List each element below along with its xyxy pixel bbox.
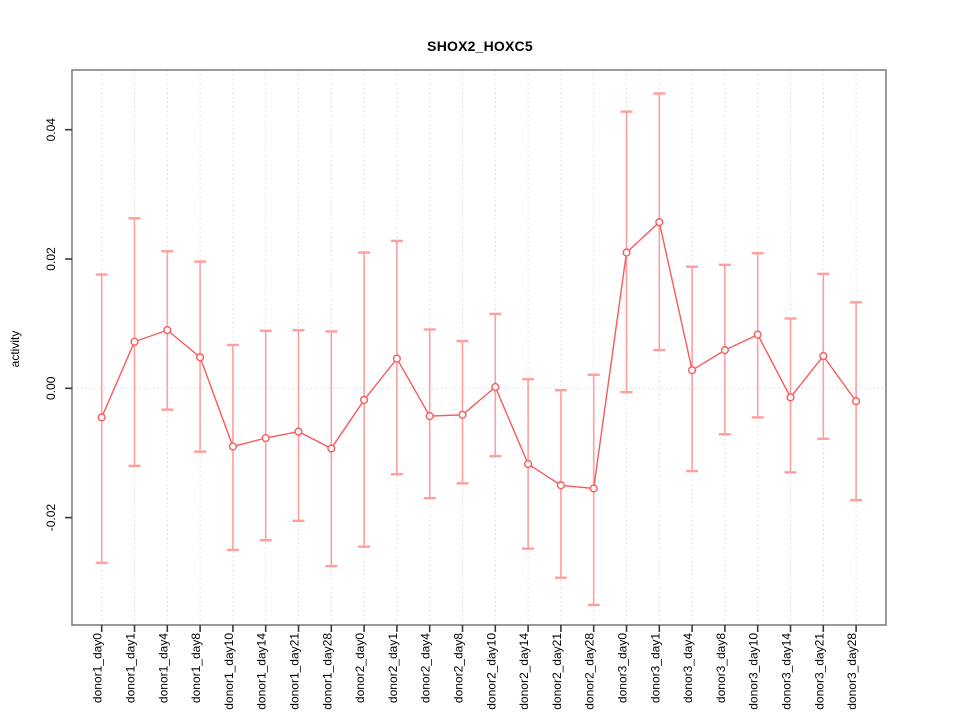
x-category-label: donor3_day28 <box>845 633 859 710</box>
x-category-label: donor3_day8 <box>714 633 728 703</box>
x-category-label: donor1_day4 <box>156 633 170 703</box>
series-line <box>101 220 857 490</box>
data-point <box>97 413 106 422</box>
data-point <box>655 218 664 227</box>
data-point <box>523 459 533 469</box>
data-point <box>720 346 730 355</box>
y-axis-label-text: activity <box>8 330 22 368</box>
data-point <box>589 484 598 493</box>
y-tick-label: -0.02 <box>44 504 58 532</box>
x-category-label: donor2_day8 <box>452 633 466 703</box>
data-point <box>622 248 631 257</box>
data-point <box>228 442 238 451</box>
x-category-label: donor2_day21 <box>550 633 564 710</box>
data-point <box>851 397 861 406</box>
data-point <box>819 351 828 361</box>
x-category-label: donor2_day28 <box>583 633 597 710</box>
x-category-label: donor1_day8 <box>189 633 203 703</box>
x-category-label: donor2_day1 <box>386 633 400 703</box>
data-point <box>130 337 139 346</box>
plot-box <box>71 69 887 626</box>
y-tick-label: 0.04 <box>44 118 58 142</box>
data-point <box>327 444 336 453</box>
data-point <box>196 353 205 362</box>
x-category-label: donor1_day1 <box>124 633 138 703</box>
y-tick-label: 0.02 <box>44 247 58 271</box>
chart-title: SHOX2_HOXC5 <box>427 38 533 54</box>
x-category-label: donor1_day28 <box>320 633 334 710</box>
data-point <box>360 395 369 405</box>
x-category-label: donor1_day10 <box>222 633 236 710</box>
x-category-label: donor2_day4 <box>419 633 433 703</box>
data-point <box>458 410 467 419</box>
data-point <box>753 330 762 339</box>
x-category-label: donor2_day0 <box>353 633 367 703</box>
data-point <box>687 366 697 375</box>
x-category-label: donor2_day14 <box>517 633 531 710</box>
data-point <box>163 326 172 335</box>
x-category-label: donor3_day1 <box>648 633 662 703</box>
x-category-label: donor1_day21 <box>288 633 302 710</box>
data-point <box>392 354 402 363</box>
x-category-label: donor1_day14 <box>255 633 269 710</box>
y-tick-label: 0.00 <box>44 376 58 400</box>
data-point <box>261 433 270 443</box>
x-category-label: donor1_day0 <box>91 633 105 703</box>
data-point <box>786 393 795 402</box>
data-point <box>556 481 566 490</box>
x-category-label: donor3_day4 <box>681 633 695 703</box>
x-category-label: donor3_day0 <box>616 633 630 703</box>
data-point <box>491 382 500 392</box>
data-point <box>425 411 434 421</box>
data-point <box>294 427 303 436</box>
x-category-label: donor3_day14 <box>780 633 794 710</box>
x-category-label: donor3_day21 <box>812 633 826 710</box>
x-category-label: donor3_day10 <box>747 633 761 710</box>
x-category-label: donor2_day10 <box>484 633 498 710</box>
